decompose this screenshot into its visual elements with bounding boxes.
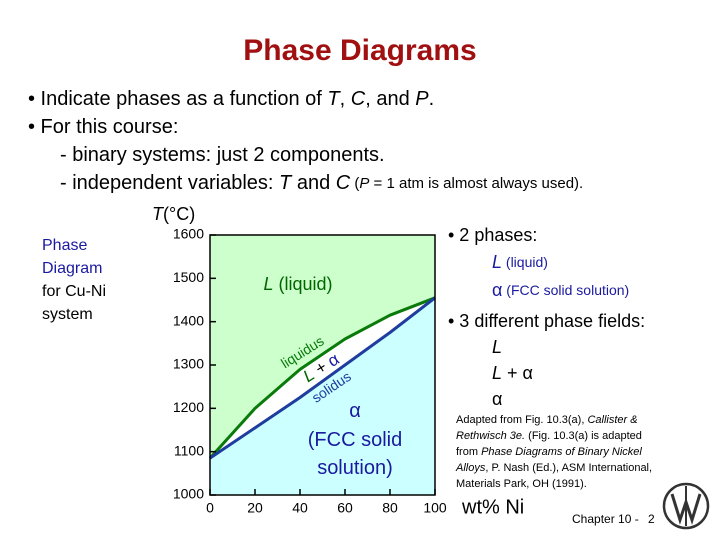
logo-ring — [662, 482, 710, 530]
y-tick-label: 1500 — [173, 269, 204, 285]
text-run: and — [291, 172, 335, 194]
y-tick-label: 1000 — [173, 486, 204, 502]
text-run: (liquid) — [502, 254, 548, 270]
citation-line: Alloys, P. Nash (Ed.), ASM International… — [455, 462, 652, 474]
y-tick-label: 1600 — [173, 226, 204, 242]
citation-line: Rethwisch 3e. (Fig. 10.3(a) is adapted — [456, 430, 642, 442]
citation-line: from Phase Diagrams of Binary Nickel — [456, 446, 642, 458]
text-run: Phase Diagrams of Binary Nickel — [481, 446, 642, 458]
text-run: . — [429, 88, 435, 110]
text-run: Callister & — [587, 414, 637, 426]
phase-info-line: L + α — [492, 363, 533, 383]
text-run: C — [336, 172, 351, 194]
text-run: α — [492, 280, 502, 300]
text-run: from — [456, 446, 481, 458]
solid-region — [210, 297, 435, 495]
text-run: L — [492, 337, 502, 357]
x-axis-label: wt% Ni — [461, 496, 524, 518]
text-run: , — [340, 88, 351, 110]
text-run: T — [152, 204, 165, 224]
slide-title: Phase Diagrams — [243, 34, 476, 67]
text-run: C — [351, 88, 366, 110]
text-run: L — [263, 274, 273, 294]
citation-line: Materials Park, OH (1991). — [456, 478, 587, 490]
text-run: , and — [365, 88, 415, 110]
text-run: for Cu-Ni — [42, 283, 106, 300]
text-run: , P. Nash (Ed.), ASM International, — [485, 462, 652, 474]
bullet-line: • For this course: — [28, 116, 178, 138]
phase-info-line: L — [492, 337, 502, 357]
phase-info-line: L (liquid) — [492, 252, 548, 272]
side-note-line: for Cu-Ni — [42, 283, 106, 300]
text-run: (FCC solid solution) — [502, 282, 629, 298]
text-run: Adapted from Fig. 10.3(a), — [456, 414, 587, 426]
text-run: α — [492, 389, 502, 409]
text-run: Diagram — [42, 260, 102, 277]
y-tick-label: 1400 — [173, 312, 204, 328]
side-note-line: Diagram — [42, 260, 102, 277]
text-run: Alloys — [455, 462, 486, 474]
text-run: α — [349, 400, 361, 422]
y-tick-label: 1100 — [174, 442, 204, 458]
y-tick-label: 1300 — [173, 356, 204, 372]
text-run: • Indicate phases as a function of — [28, 88, 327, 110]
text-run: solution) — [317, 457, 393, 479]
text-run: • 3 different phase fields: — [448, 311, 645, 331]
bullet-line: - independent variables: T and C (P = 1 … — [60, 172, 583, 194]
text-run: Materials Park, OH (1991). — [456, 478, 587, 490]
side-note-line: Phase — [42, 237, 87, 254]
text-run: • 2 phases: — [448, 225, 537, 245]
citation-line: Adapted from Fig. 10.3(a), Callister & — [456, 414, 638, 426]
solidus-line — [209, 296, 436, 460]
text-run: Rethwisch 3e. — [456, 430, 525, 442]
text-run: • For this course: — [28, 116, 178, 138]
text-run: (liquid) — [273, 274, 332, 294]
phase-info-line: α (FCC solid solution) — [492, 280, 629, 300]
footer-page: 2 — [648, 512, 655, 526]
text-run: = 1 atm is almost always used). — [369, 175, 583, 192]
text-run: T — [279, 172, 293, 194]
text-run: ( — [350, 175, 359, 192]
text-run: system — [42, 306, 93, 323]
text-run: (°C) — [163, 204, 195, 224]
x-tick-label: 100 — [423, 500, 447, 516]
x-tick-label: 20 — [247, 500, 263, 516]
region-label: solution) — [317, 457, 393, 479]
footer-chapter: Chapter 10 - — [572, 512, 639, 526]
phase-info-line: α — [492, 389, 502, 409]
liquid-region — [210, 235, 435, 459]
y-axis-label: T(°C) — [152, 204, 195, 224]
x-tick-label: 80 — [382, 500, 398, 516]
region-label: (FCC solid — [308, 429, 402, 451]
text-run: - binary systems: just 2 components. — [60, 144, 385, 166]
x-tick-label: 40 — [292, 500, 308, 516]
liquidus-line — [208, 296, 436, 460]
phase-info-line: • 3 different phase fields: — [448, 311, 645, 331]
text-run: (Fig. 10.3(a) is adapted — [525, 430, 642, 442]
text-run: L — [492, 252, 502, 272]
text-run: T — [327, 88, 341, 110]
text-run: - independent variables: — [60, 172, 279, 194]
text-run: L — [492, 363, 502, 383]
text-run: + α — [502, 363, 533, 383]
text-run: P — [359, 175, 369, 192]
region-label: α — [349, 400, 361, 422]
bullet-line: - binary systems: just 2 components. — [60, 144, 385, 166]
region-label: L (liquid) — [263, 274, 332, 294]
logo — [662, 482, 710, 530]
text-run: (FCC solid — [308, 429, 402, 451]
y-tick-label: 1200 — [173, 399, 204, 415]
text-run: P — [415, 88, 429, 110]
bullet-line: • Indicate phases as a function of T, C,… — [28, 88, 434, 110]
side-note-line: system — [42, 306, 93, 323]
x-tick-label: 60 — [337, 500, 353, 516]
phase-info-line: • 2 phases: — [448, 225, 537, 245]
text-run: Phase — [42, 237, 87, 254]
x-tick-label: 0 — [206, 500, 214, 516]
